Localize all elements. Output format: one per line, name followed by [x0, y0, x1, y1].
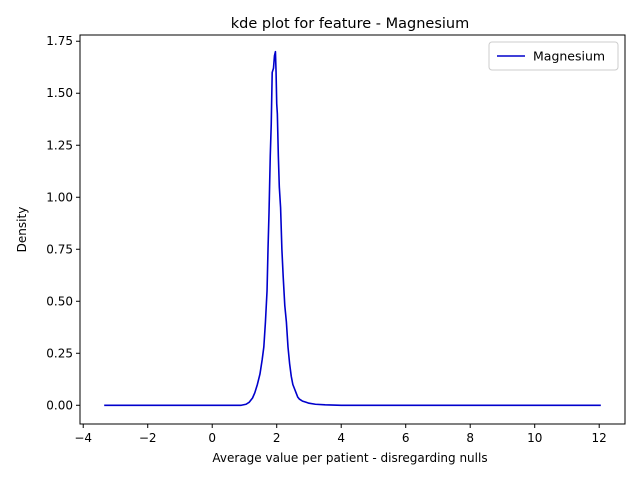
x-tick-label: −2 [139, 431, 157, 445]
y-axis: 0.00 0.25 0.50 0.75 1.00 1.25 1.50 1.75 [46, 34, 80, 412]
y-tick-label: 0.75 [46, 242, 73, 256]
x-tick-label: 4 [337, 431, 345, 445]
y-tick-label: 1.75 [46, 34, 73, 48]
x-tick-label: 12 [592, 431, 607, 445]
y-tick-label: 0.00 [46, 398, 73, 412]
x-tick-label: −4 [74, 431, 92, 445]
y-tick-label: 0.50 [46, 294, 73, 308]
plot-frame [79, 34, 626, 425]
y-axis-label: Density [15, 207, 29, 253]
legend-box [488, 41, 619, 71]
x-tick-label: 2 [273, 431, 281, 445]
x-tick-label: 8 [466, 431, 474, 445]
y-tick-label: 1.50 [46, 86, 73, 100]
series-line-magnesium [104, 50, 601, 407]
x-tick-label: 0 [208, 431, 216, 445]
x-tick-label: 10 [527, 431, 542, 445]
legend: Magnesium [488, 41, 619, 71]
x-tick-label: 6 [402, 431, 410, 445]
y-tick-label: 1.00 [46, 190, 73, 204]
chart-title: kde plot for feature - Magnesium [231, 16, 470, 32]
x-axis-label: Average value per patient - disregarding… [212, 451, 487, 465]
y-tick-label: 1.25 [46, 138, 73, 152]
legend-label-magnesium: Magnesium [533, 49, 605, 64]
x-axis: −4 −2 0 2 4 6 8 10 12 [74, 424, 607, 445]
y-tick-label: 0.25 [46, 346, 73, 360]
plot-area [104, 50, 601, 407]
